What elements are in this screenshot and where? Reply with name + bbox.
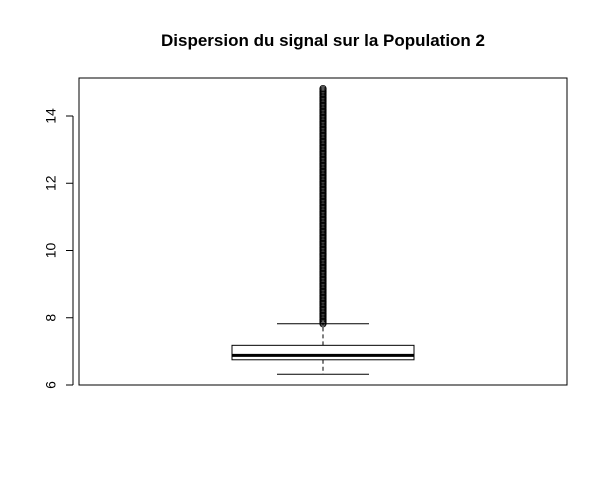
y-tick-label: 8	[43, 314, 59, 322]
box-plot	[231, 85, 415, 375]
y-tick-label: 14	[43, 108, 59, 124]
interquartile-box	[231, 344, 415, 361]
outlier-point	[319, 85, 327, 93]
chart-title: Dispersion du signal sur la Population 2	[161, 31, 485, 50]
y-tick-label: 12	[43, 175, 59, 191]
y-axis-ticks: 6 8 10 12 14	[43, 108, 73, 389]
y-tick-label: 6	[43, 381, 59, 389]
plot-frame	[78, 77, 568, 386]
y-tick-label: 10	[43, 243, 59, 259]
